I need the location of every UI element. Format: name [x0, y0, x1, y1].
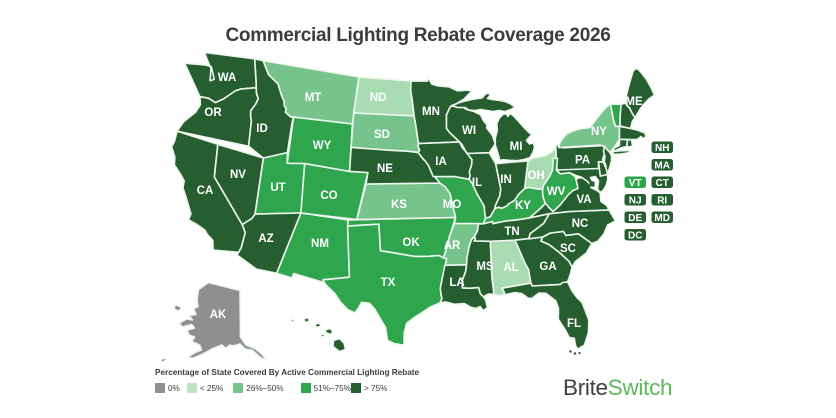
- svg-text:FL: FL: [567, 318, 581, 330]
- svg-text:MI: MI: [510, 141, 523, 153]
- svg-text:NV: NV: [230, 169, 246, 181]
- svg-text:MN: MN: [422, 106, 440, 118]
- svg-text:MD: MD: [654, 213, 670, 224]
- svg-text:PA: PA: [575, 155, 590, 167]
- svg-text:AR: AR: [444, 240, 461, 252]
- svg-text:DE: DE: [628, 213, 642, 224]
- svg-text:IA: IA: [435, 156, 447, 168]
- svg-text:AL: AL: [503, 262, 518, 274]
- svg-text:RI: RI: [657, 196, 667, 207]
- svg-text:ME: ME: [625, 96, 643, 108]
- svg-text:DC: DC: [628, 231, 642, 242]
- svg-text:MO: MO: [443, 199, 462, 211]
- svg-text:AK: AK: [210, 309, 227, 321]
- svg-text:KY: KY: [515, 200, 531, 212]
- svg-text:WA: WA: [218, 72, 237, 84]
- svg-text:MA: MA: [654, 161, 670, 172]
- svg-text:MS: MS: [476, 261, 494, 273]
- svg-text:TX: TX: [381, 277, 396, 289]
- svg-text:NM: NM: [311, 238, 329, 250]
- svg-text:ND: ND: [370, 92, 387, 104]
- svg-text:CO: CO: [320, 190, 337, 202]
- svg-text:TN: TN: [504, 226, 519, 238]
- svg-text:LA: LA: [449, 277, 464, 289]
- svg-text:OH: OH: [527, 170, 544, 182]
- svg-text:IN: IN: [500, 174, 512, 186]
- svg-text:NH: NH: [655, 143, 669, 154]
- svg-text:CT: CT: [656, 178, 669, 189]
- svg-text:SD: SD: [374, 129, 390, 141]
- svg-text:NE: NE: [377, 163, 393, 175]
- svg-text:OR: OR: [204, 107, 222, 119]
- svg-text:SC: SC: [560, 243, 576, 255]
- svg-text:OK: OK: [402, 237, 420, 249]
- svg-text:WV: WV: [547, 186, 566, 198]
- svg-text:NC: NC: [572, 218, 589, 230]
- svg-text:CA: CA: [197, 185, 214, 197]
- svg-text:VA: VA: [576, 194, 591, 206]
- svg-text:NY: NY: [591, 126, 607, 138]
- svg-text:NJ: NJ: [629, 196, 642, 207]
- svg-text:ID: ID: [256, 123, 268, 135]
- svg-text:GA: GA: [539, 261, 556, 273]
- svg-text:AZ: AZ: [258, 233, 273, 245]
- svg-text:WY: WY: [313, 140, 332, 152]
- svg-text:WI: WI: [462, 125, 476, 137]
- svg-text:VT: VT: [629, 178, 642, 189]
- svg-text:MT: MT: [305, 92, 322, 104]
- svg-text:UT: UT: [270, 182, 285, 194]
- svg-text:IL: IL: [472, 177, 482, 189]
- svg-text:KS: KS: [391, 199, 407, 211]
